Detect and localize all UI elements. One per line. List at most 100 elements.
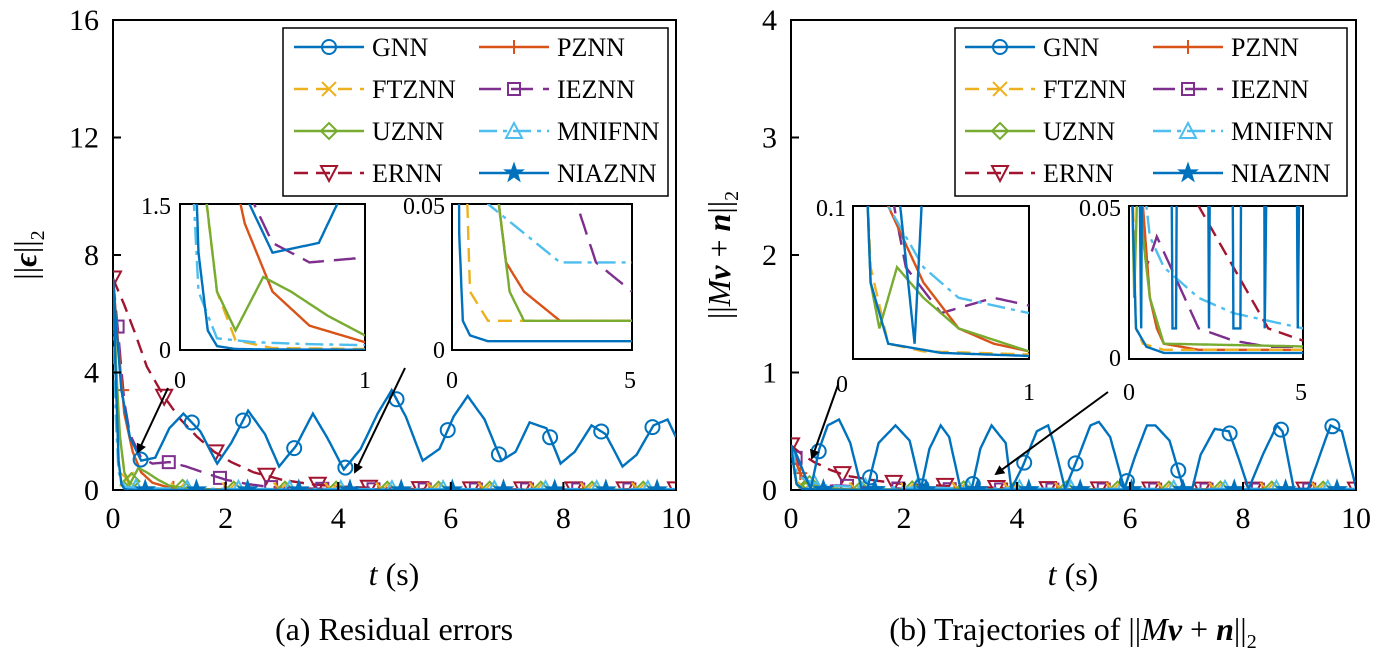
b-inset2-series-niaznn-line: [1131, 206, 1303, 355]
a-gnn-marker: [542, 429, 559, 446]
b-gnn-marker: [1273, 421, 1290, 438]
b-gnn-marker: [1016, 454, 1033, 471]
x-tick-label: 4: [331, 502, 346, 535]
a-ernn-marker: [113, 270, 123, 289]
a-ieznn-marker: [161, 455, 176, 470]
a-inset2-series-uznn-line: [497, 204, 632, 322]
legend: GNN PZNN FTZNN IEZNN UZNN MNIFNN ERNN NIAZNN: [954, 27, 1348, 197]
a-series-gnn-line: [113, 278, 676, 472]
legend-ieznn-marker: [507, 82, 521, 96]
legend-label-ieznn: IEZNN: [1231, 75, 1309, 104]
a-gnn-marker: [593, 423, 610, 440]
b-ernn-marker: [935, 477, 955, 490]
a-gnn-marker: [490, 446, 507, 463]
x-tick-label: 6: [1123, 502, 1138, 535]
a-niaznn-marker: [390, 478, 413, 490]
x-tick-label: 8: [556, 502, 571, 535]
a-inset2-series-niaznn-line: [457, 204, 632, 343]
x-tick-label: 8: [1236, 502, 1251, 535]
legend-label-niaznn: NIAZNN: [557, 159, 657, 188]
b-niaznn-marker: [915, 478, 938, 490]
inset-a-right: 0.05 0 0 5: [403, 194, 636, 394]
a-niaznn-marker: [339, 478, 361, 490]
inset-ytick-label: 1.5: [141, 194, 171, 220]
x-axis-label: t (s): [369, 556, 420, 592]
b-inset2-series-uznn-line: [1131, 206, 1303, 348]
x-tick-label: 6: [443, 502, 458, 535]
zoom-arrow: [353, 367, 406, 474]
legend-label-ftznn: FTZNN: [372, 75, 456, 104]
x-tick-label: 2: [897, 502, 912, 535]
a-series-niaznn-line: [113, 278, 676, 490]
y-tick-label: 1: [762, 357, 777, 390]
x-axis-label: t (s): [1048, 556, 1099, 592]
a-inset1-series-pznn-line: [239, 204, 365, 344]
a-ernn-marker: [308, 476, 328, 490]
legend-label-ieznn: IEZNN: [557, 75, 635, 104]
legend-gnn-marker: [321, 39, 337, 55]
b-inset1-series-mnifnn-line: [886, 206, 1029, 315]
caption-b: (b) Trajectories of ||Mv + n||2: [889, 611, 1256, 653]
x-tick-label: 2: [218, 502, 233, 535]
b-niaznn-marker: [1120, 478, 1143, 490]
a-inset1-series-gnn-line: [248, 204, 339, 255]
x-tick-label: 10: [1341, 502, 1371, 535]
b-gnn-marker: [1324, 418, 1341, 435]
b-gnn-marker: [964, 475, 981, 490]
zoom-arrow: [136, 387, 169, 454]
a-niaznn-marker: [236, 478, 259, 490]
legend-pznn-marker: [507, 40, 521, 54]
a-inset1-series-uznn-line: [205, 204, 365, 337]
a-niaznn-marker: [646, 478, 669, 490]
inset-xtick-label: 1: [1023, 380, 1035, 406]
b-niaznn-marker: [1171, 478, 1194, 490]
legend-label-pznn: PZNN: [557, 33, 625, 62]
inset-xtick-label: 1: [359, 368, 371, 394]
b-series-niaznn-line: [791, 445, 1356, 490]
b-niaznn-marker: [1017, 478, 1040, 490]
legend-label-uznn: UZNN: [372, 117, 444, 146]
inset-ytick-label: 0: [433, 338, 445, 364]
svg-text:||Mv + n||2: ||Mv + n||2: [701, 191, 743, 319]
a-gnn-marker: [337, 459, 354, 476]
legend-label-gnn: GNN: [1043, 33, 1100, 62]
b-gnn-marker: [1170, 462, 1187, 479]
y-tick-label: 16: [69, 4, 99, 37]
x-tick-label: 4: [1010, 502, 1025, 535]
a-niaznn-marker: [594, 478, 617, 490]
b-niaznn-marker: [1069, 478, 1092, 490]
inset-ytick-label: 0.1: [816, 196, 846, 222]
inset-ytick-label: 0.05: [403, 194, 445, 220]
b-gnn-marker: [1221, 425, 1238, 442]
y-tick-label: 8: [84, 239, 99, 272]
b-inset2-series-ftznn-line: [1131, 206, 1303, 351]
b-inset1-series-uznn-line: [866, 206, 1029, 353]
legend-mnifnn-marker: [504, 120, 524, 139]
a-uznn-marker: [173, 478, 193, 490]
b-ernn-marker: [791, 437, 801, 456]
a-niaznn-marker: [134, 478, 157, 490]
legend-label-gnn: GNN: [372, 33, 429, 62]
legend-uznn-marker: [319, 121, 339, 141]
legend: GNN PZNN FTZNN IEZNN UZNN MNIFNN ERNN NIAZNN: [282, 27, 669, 197]
inset-xtick-label: 5: [1295, 380, 1307, 406]
a-ieznn-marker: [212, 470, 227, 485]
legend-gnn-marker: [992, 39, 1008, 55]
y-tick-label: 0: [762, 474, 777, 507]
b-niaznn-marker: [1326, 478, 1348, 490]
a-inset1-series-niaznn-line: [195, 204, 365, 350]
legend-label-ftznn: FTZNN: [1043, 75, 1127, 104]
a-gnn-marker: [439, 422, 456, 439]
x-tick-label: 0: [784, 502, 799, 535]
inset-ytick-label: 0: [159, 338, 171, 364]
legend-mnifnn-marker: [1178, 120, 1198, 139]
b-niaznn-marker: [1274, 478, 1297, 490]
b-niaznn-marker: [966, 478, 989, 490]
b-mnifnn-marker: [805, 472, 824, 490]
inset-ytick-label: 0.05: [1079, 196, 1121, 222]
y-tick-label: 2: [762, 239, 777, 272]
b-uznn-marker: [800, 474, 819, 490]
legend-uznn-marker: [990, 121, 1010, 141]
